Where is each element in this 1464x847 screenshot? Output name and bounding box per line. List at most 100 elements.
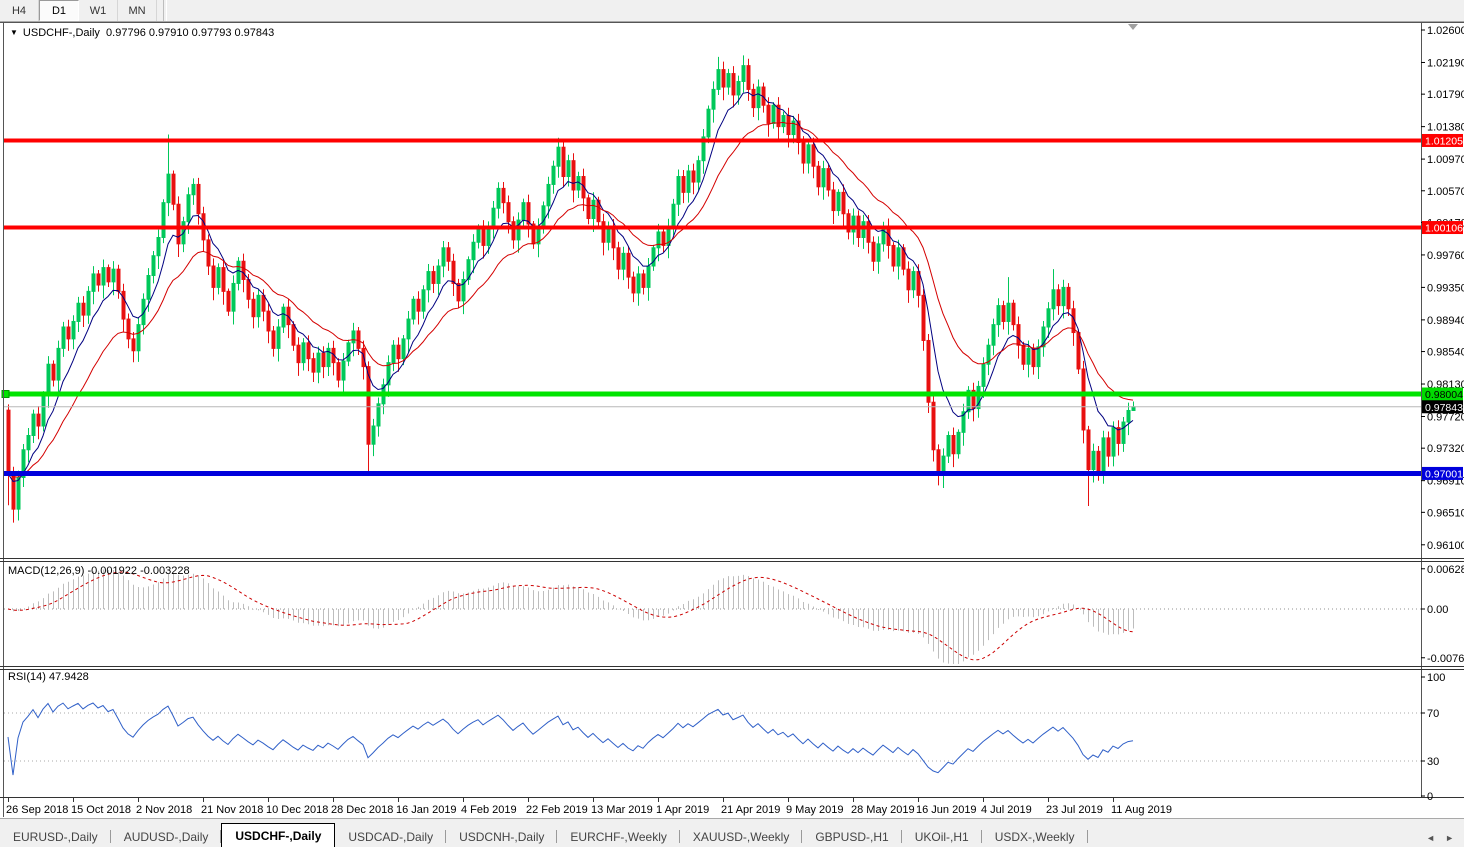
chart-tab-bar: EURUSD-,Daily AUDUSD-,Daily USDCHF-,Daily U…	[0, 818, 1464, 847]
candle-body	[1086, 429, 1091, 471]
candle-body	[751, 88, 756, 109]
chart-window[interactable]: 1.02600 1.02190 1.01790 1.01380 1.00970 1.005…	[0, 22, 1464, 818]
candle-body	[911, 271, 916, 291]
macd-axis-label: 0.006286	[1427, 564, 1464, 576]
candle-body	[931, 401, 936, 451]
candle-body	[426, 271, 431, 291]
candle-body	[196, 183, 201, 215]
candle-body	[1006, 302, 1011, 322]
candle-body	[371, 425, 376, 445]
candle-body	[601, 221, 606, 243]
price-axis-label: 1.00970	[1427, 154, 1464, 166]
candle-body	[1021, 344, 1026, 365]
tab-scroll-right-icon[interactable]: ►	[1445, 833, 1454, 843]
candle-body	[366, 366, 371, 445]
candle-body	[611, 225, 616, 249]
candle-body	[926, 339, 931, 403]
candle-body	[466, 259, 471, 280]
candle-body	[21, 449, 26, 478]
candle-body	[661, 231, 666, 246]
tab-scroll-left-icon[interactable]: ◄	[1426, 833, 1436, 843]
candle-body	[756, 86, 761, 109]
price-axis-label: 0.99350	[1427, 282, 1464, 294]
candle-body	[26, 435, 31, 451]
candle-body	[416, 298, 421, 312]
tab-eurusd-daily[interactable]: EURUSD-,Daily	[0, 826, 111, 847]
candle-body	[791, 120, 796, 136]
date-axis-label: 4 Feb 2019	[461, 804, 517, 816]
candle-body	[346, 342, 351, 362]
candle-body	[436, 265, 441, 284]
candle-body	[236, 260, 241, 284]
candle-body	[686, 170, 691, 193]
candle-body	[901, 247, 906, 270]
tab-usdcad-daily[interactable]: USDCAD-,Daily	[335, 826, 446, 847]
candle-body	[621, 252, 626, 270]
tab-audusd-daily[interactable]: AUDUSD-,Daily	[111, 826, 222, 847]
candle-body	[6, 409, 11, 475]
candle-body	[966, 389, 971, 413]
candle-body	[136, 324, 141, 352]
candle-body	[91, 273, 96, 292]
candle-body	[541, 205, 546, 227]
candle-body	[51, 363, 56, 381]
candle-body	[561, 146, 566, 178]
price-axis-label: 0.99760	[1427, 250, 1464, 262]
candle-body	[866, 221, 871, 243]
candle-body	[566, 160, 571, 178]
candle-body	[636, 273, 641, 294]
candle-body	[1031, 347, 1036, 368]
candle-body	[716, 69, 721, 90]
candle-body	[131, 338, 136, 352]
timeframe-button-w1[interactable]: W1	[79, 0, 118, 21]
tab-eurchf-weekly[interactable]: EURCHF-,Weekly	[557, 826, 681, 847]
tab-usdcnh-daily[interactable]: USDCNH-,Daily	[446, 826, 558, 847]
timeframe-button-d1[interactable]: D1	[39, 0, 79, 21]
chart-background	[0, 22, 1464, 818]
candle-body	[156, 237, 161, 257]
tab-gbpusd-h1[interactable]: GBPUSD-,H1	[802, 826, 903, 847]
rsi-axis-label: 30	[1427, 756, 1439, 768]
candle-body	[906, 268, 911, 291]
candle-body	[151, 255, 156, 277]
timeframe-button-h4[interactable]: H4	[0, 0, 39, 21]
candle-body	[831, 189, 836, 212]
candle-body	[61, 326, 66, 349]
tab-ukoil-h1[interactable]: UKOil-,H1	[902, 826, 982, 847]
candle-body	[721, 69, 726, 88]
date-axis-label: 21 Nov 2018	[201, 804, 263, 816]
candle-body	[106, 267, 111, 283]
hline-anchor[interactable]	[1, 390, 10, 399]
candle-body	[736, 80, 741, 96]
candle-body	[731, 73, 736, 96]
candle-body	[516, 219, 521, 241]
candle-body	[996, 305, 1001, 326]
price-badge-1.01205: 1.01205	[1425, 135, 1463, 147]
candle-body	[116, 268, 121, 292]
candle-body	[806, 144, 811, 164]
candle-body	[851, 215, 856, 233]
tab-usdchf-daily[interactable]: USDCHF-,Daily	[221, 823, 336, 847]
tab-xauusd-weekly[interactable]: XAUUSD-,Weekly	[680, 826, 803, 847]
candle-body	[651, 247, 656, 267]
candle-body	[66, 326, 71, 340]
timeframe-button-mn[interactable]: MN	[118, 0, 157, 21]
candle-body	[146, 275, 151, 300]
candle-body	[1066, 286, 1071, 310]
candle-body	[356, 330, 361, 349]
chart-canvas[interactable]: 1.02600 1.02190 1.01790 1.01380 1.00970 1.005…	[0, 22, 1464, 818]
candle-body	[896, 247, 901, 267]
candle-body	[676, 176, 681, 205]
date-axis-label: 28 Dec 2018	[331, 804, 393, 816]
candle-body	[411, 298, 416, 320]
candle-body	[506, 202, 511, 223]
candle-body	[281, 306, 286, 328]
candle-body	[1096, 450, 1101, 473]
candle-body	[226, 290, 231, 312]
candle-body	[521, 202, 526, 221]
candle-body	[691, 170, 696, 183]
price-badge-0.98004: 0.98004	[1425, 389, 1463, 401]
tab-usdx-weekly[interactable]: USDX-,Weekly	[982, 826, 1088, 847]
candle-body	[841, 191, 846, 215]
candle-body	[166, 173, 171, 204]
